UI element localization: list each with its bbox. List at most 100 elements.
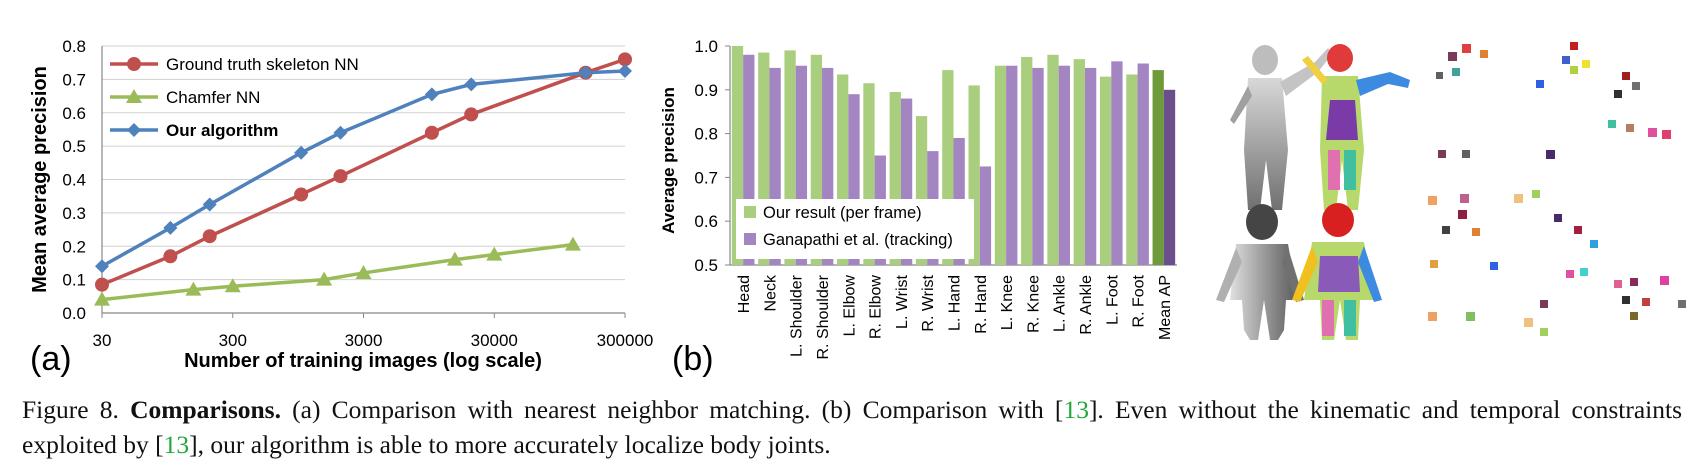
data-point: [464, 107, 479, 122]
image-panel-svg: [1216, 42, 1686, 340]
data-point: [185, 281, 202, 296]
y-tick-label: 0.5: [694, 256, 718, 275]
category-label: L. Foot: [1104, 274, 1121, 324]
x-axis-label: Number of training images (log scale): [184, 350, 542, 372]
bar: [1021, 56, 1033, 266]
y-tick-label: 0.7: [694, 168, 718, 187]
data-point: [127, 57, 141, 71]
legend-label: Ground truth skeleton NN: [166, 55, 359, 74]
x-tick-label: 30000: [471, 331, 518, 350]
category-label: L. Wrist: [894, 274, 911, 328]
y-axis-label: Mean average precision: [29, 66, 51, 293]
legend-item: Ganapathi et al. (tracking): [744, 231, 953, 249]
bar: [915, 116, 928, 265]
bar: [1111, 61, 1123, 265]
y-tick-label: 0.1: [62, 271, 86, 290]
category-label: L. Elbow: [841, 275, 858, 337]
bar: [1084, 67, 1097, 266]
bar: [968, 85, 980, 265]
category-label: L. Hand: [947, 275, 964, 331]
legend-item: Ground truth skeleton NN: [110, 55, 359, 74]
bar: [784, 50, 796, 265]
y-tick-label: 0.8: [694, 125, 718, 144]
chart-b-svg: 0.5 0.6 0.7 0.8 0.9 1.0 Head Neck L. Shoulder R. …: [659, 37, 1177, 378]
category-label: R. Foot: [1131, 274, 1148, 327]
category-label: R. Hand: [973, 275, 990, 334]
point-cloud-top-1: [1428, 44, 1488, 205]
data-point: [578, 65, 593, 80]
data-point: [202, 197, 217, 212]
category-label: Mean AP: [1157, 275, 1174, 340]
data-point: [95, 259, 109, 274]
data-point: [464, 77, 479, 92]
legend-box: [736, 199, 974, 259]
category-label: L. Knee: [999, 275, 1016, 330]
bar: [1006, 65, 1018, 266]
body-parts-image-bottom: [1292, 203, 1382, 340]
bar: [848, 94, 860, 266]
citation-link[interactable]: 13: [1063, 395, 1089, 424]
data-point: [446, 251, 463, 266]
bar: [994, 65, 1007, 266]
bar: [1058, 65, 1070, 266]
series-2: [95, 64, 632, 274]
bar: [822, 67, 834, 266]
chart-a: 0.0 0.1 0.2 0.3 0.4 0.5 0.6 0.7 0.8 30 300 3000 3000…: [0, 0, 660, 380]
point-cloud-top-3: [1608, 72, 1671, 139]
chart-a-svg: 0.0 0.1 0.2 0.3 0.4 0.5 0.6 0.7 0.8 30 300 3000 3000…: [29, 37, 654, 378]
caption-bold: Comparisons.: [130, 395, 281, 424]
legend-item: Our result (per frame): [744, 204, 922, 222]
category-label: L. Ankle: [1052, 275, 1069, 332]
data-point: [564, 236, 581, 251]
bar: [810, 54, 823, 266]
bar: [1137, 63, 1149, 265]
data-point: [355, 264, 372, 279]
chart-b: 0.5 0.6 0.7 0.8 0.9 1.0 Head Neck L. Shoulder R. …: [650, 0, 1210, 380]
y-axis-label: Average precision: [659, 87, 678, 234]
depth-image-bottom: [1216, 204, 1304, 340]
legend-item: Our algorithm: [110, 121, 278, 140]
citation-link[interactable]: 13: [163, 430, 190, 459]
bar: [743, 54, 755, 266]
legend-label: Chamfer NN: [166, 88, 260, 107]
data-point: [126, 89, 142, 103]
figure-caption: Figure 8. Comparisons. (a) Comparison wi…: [22, 392, 1682, 462]
data-point: [333, 125, 348, 140]
data-point: [95, 277, 109, 292]
data-point: [486, 246, 503, 261]
point-cloud-bottom-2: [1524, 214, 1598, 336]
y-tick-label: 0.2: [62, 237, 86, 256]
bar: [1047, 54, 1059, 266]
point-cloud-bottom-3: [1614, 276, 1686, 320]
legend-label: Our result (per frame): [763, 204, 922, 222]
category-label: L. Shoulder: [789, 274, 806, 357]
data-point: [294, 145, 309, 160]
data-point: [316, 271, 333, 286]
bar: [1163, 89, 1176, 265]
x-tick-label: 30: [93, 331, 112, 350]
bar: [1073, 59, 1085, 265]
legend-swatch: [744, 233, 756, 245]
y-tick-label: 0.9: [694, 81, 718, 100]
data-point: [202, 229, 217, 244]
panel-label: (b): [672, 340, 714, 378]
bar: [979, 166, 992, 265]
y-tick-label: 0.3: [62, 204, 86, 223]
caption-part3: ], our algorithm is able to more accurat…: [189, 430, 831, 459]
bar: [900, 98, 913, 265]
caption-part1: (a) Comparison with nearest neighbor mat…: [280, 395, 1064, 424]
y-tick-label: 0.7: [62, 70, 86, 89]
series-line: [101, 242, 574, 302]
point-cloud-top-2: [1514, 42, 1590, 203]
category-label: R. Knee: [1025, 275, 1042, 333]
legend-label: Our algorithm: [166, 121, 278, 140]
caption-prefix: Figure 8.: [22, 395, 131, 424]
category-label: R. Wrist: [920, 274, 937, 331]
legend-label: Ganapathi et al. (tracking): [763, 231, 953, 249]
data-point: [94, 291, 110, 306]
bar: [1099, 76, 1112, 265]
data-point: [127, 123, 141, 137]
x-tick-label: 300000: [597, 331, 654, 350]
point-cloud-bottom-1: [1428, 210, 1498, 321]
depth-image-top: [1230, 45, 1332, 210]
